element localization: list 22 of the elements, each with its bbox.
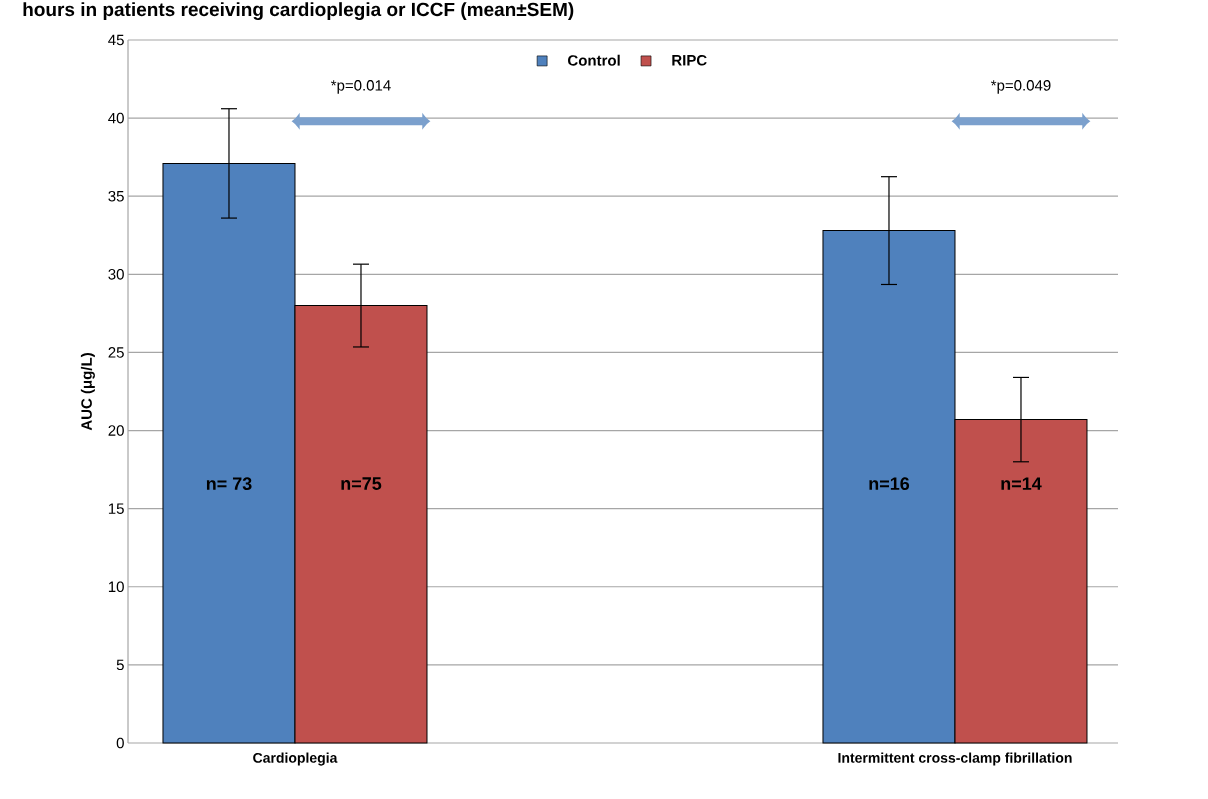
- y-tick-label: 10: [108, 581, 124, 593]
- y-tick-label: 25: [108, 347, 124, 358]
- annotation: n=14: [1001, 477, 1042, 490]
- annotation: n=16: [869, 477, 910, 491]
- annotation: n=75: [341, 477, 382, 490]
- annotation: *p=0.049: [990, 80, 1051, 94]
- legend-label: Control: [568, 54, 620, 66]
- y-tick-label: 15: [108, 503, 124, 514]
- y-tick-label: 40: [108, 112, 124, 124]
- y-tick-label: 30: [108, 269, 124, 280]
- annotation: *p=0.014: [330, 80, 391, 94]
- y-tick-label: 35: [108, 190, 124, 202]
- x-tick-label: Intermittent cross-clamp fibrillation: [838, 752, 1072, 766]
- y-tick-label: 0: [116, 737, 124, 749]
- y-tick-label: 45: [108, 34, 124, 46]
- annotation: n= 73: [206, 477, 252, 491]
- y-axis-title: AUC (μg/L): [80, 353, 95, 431]
- x-tick-label: Cardioplegia: [253, 752, 338, 766]
- chart-title: hours in patients receiving cardioplegia or ICCF (mean±SEM): [23, 2, 574, 20]
- legend-label: RIPC: [672, 54, 707, 66]
- y-tick-label: 20: [108, 425, 124, 436]
- y-tick-label: 5: [116, 659, 124, 671]
